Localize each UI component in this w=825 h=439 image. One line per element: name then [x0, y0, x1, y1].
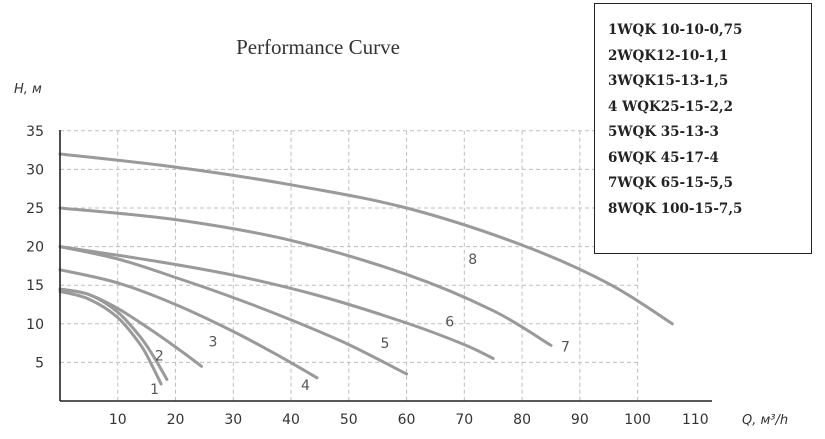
curve-label-2: 2: [155, 348, 164, 364]
curve-label-6: 6: [445, 315, 454, 331]
legend-item: 1WQK 10-10-0,75: [608, 22, 743, 38]
curve-1: [58, 289, 163, 386]
legend-item: 7WQK 65-15-5,5: [608, 175, 734, 191]
curve-8: [58, 152, 674, 326]
x-tick-label: 100: [624, 412, 651, 428]
curve-label-1: 1: [150, 382, 159, 398]
grid: [60, 130, 639, 401]
y-tick-label: 5: [35, 355, 44, 371]
curve-7: [58, 206, 553, 347]
y-tick-label: 30: [26, 162, 44, 178]
y-tick-label: 25: [26, 201, 44, 217]
x-tick-label: 50: [340, 412, 358, 428]
y-tick-label: 20: [26, 240, 44, 256]
legend-item: 6WQK 45-17-4: [608, 149, 719, 166]
x-axis-label: Q, м³/h: [742, 413, 788, 428]
curve-5: [58, 245, 409, 376]
legend: 1WQK 10-10-0,75 2WQK12-10-1,1 3WQK15-13-1,…: [594, 3, 812, 254]
curve-label-7: 7: [561, 339, 570, 355]
curve-label-8: 8: [468, 252, 477, 268]
x-tick-label: 110: [682, 412, 709, 428]
curve-label-3: 3: [209, 334, 218, 350]
y-tick-label: 35: [26, 124, 44, 140]
curve-3: [58, 287, 203, 368]
legend-item: 3WQK15-13-1,5: [608, 73, 729, 89]
curve-4: [58, 268, 319, 380]
x-tick-label: 70: [455, 412, 473, 428]
curve-label-5: 5: [381, 336, 390, 352]
x-tick-label: 10: [109, 412, 127, 428]
y-tick-label: 10: [26, 317, 44, 333]
x-tick-label: 40: [282, 412, 300, 428]
curves: 1 2 3 4 5 6 7 8: [58, 152, 674, 398]
legend-item: 5WQK 35-13-3: [608, 124, 719, 140]
x-tick-label: 90: [571, 412, 589, 428]
x-tick-label: 30: [224, 412, 242, 428]
legend-item: 4 WQK25-15-2,2: [608, 98, 734, 115]
y-tick-label: 15: [26, 278, 44, 294]
chart-title: Performance Curve: [236, 35, 400, 59]
x-tick-label: 60: [398, 412, 416, 428]
legend-item: 8WQK 100-15-7,5: [608, 200, 743, 217]
curve-6: [58, 245, 495, 360]
x-tick-label: 20: [167, 412, 185, 428]
axes: [59, 130, 712, 402]
y-axis-label: H, м: [14, 82, 42, 97]
curve-label-4: 4: [301, 378, 310, 394]
legend-item: 2WQK12-10-1,1: [608, 47, 729, 64]
x-tick-label: 80: [513, 412, 531, 428]
